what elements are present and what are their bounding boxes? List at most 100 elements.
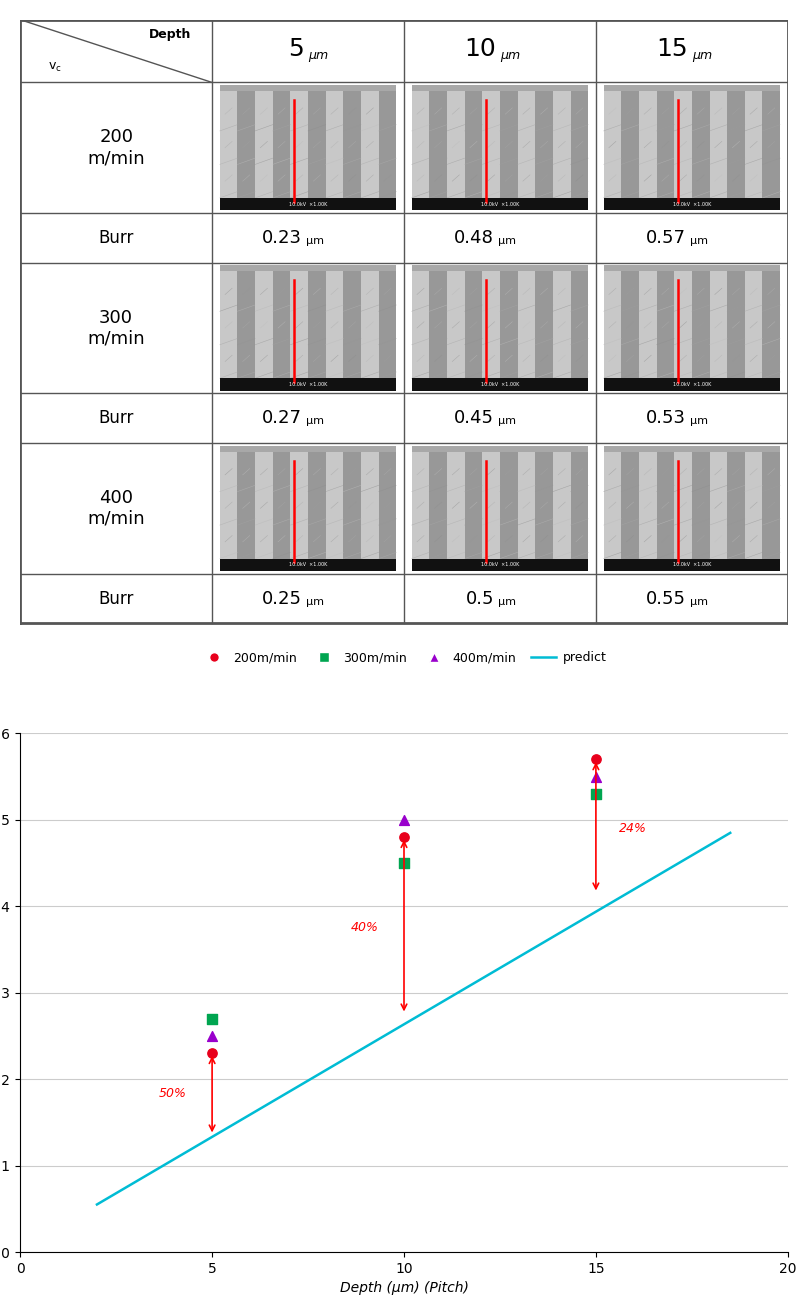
Bar [220,198,396,211]
Bar [447,92,465,201]
Bar [411,271,429,380]
Bar [604,265,781,391]
Bar [220,92,238,201]
Bar [308,271,326,380]
Text: Burr: Burr [99,229,134,246]
Bar [220,558,396,572]
Bar [429,271,447,380]
Text: μm: μm [690,597,708,607]
Bar [343,452,361,561]
Text: 0.57: 0.57 [646,229,686,246]
Bar [604,452,621,561]
Bar [290,92,308,201]
Bar [639,271,657,380]
Bar [465,92,482,201]
Text: μm: μm [306,597,324,607]
Bar [361,452,379,561]
Text: 0.23: 0.23 [263,229,302,246]
Bar [482,92,500,201]
Bar [255,92,273,201]
Text: 10.0kV  ×1.00K: 10.0kV ×1.00K [289,562,327,568]
Text: 400
m/min: 400 m/min [87,489,145,528]
Text: μm: μm [500,50,520,63]
Text: μm: μm [498,236,516,246]
Text: 200
m/min: 200 m/min [87,128,145,166]
Bar [535,452,553,561]
Bar [709,92,727,201]
Text: 0.48: 0.48 [454,229,494,246]
Bar [518,271,535,380]
Text: 0.55: 0.55 [646,590,686,607]
Bar [482,271,500,380]
Bar [465,271,482,380]
Bar [535,271,553,380]
Bar [411,446,588,572]
Bar [482,452,500,561]
Text: 0.27: 0.27 [263,409,302,427]
Bar [604,92,621,201]
Bar [465,452,482,561]
Bar [411,265,588,391]
Point [589,766,602,787]
Bar [411,85,588,211]
Point [205,1042,218,1063]
Bar [604,379,781,391]
Bar [411,198,588,211]
Bar [343,92,361,201]
Bar [657,452,674,561]
Bar [657,92,674,201]
Bar [763,452,780,561]
Text: 10.0kV  ×1.00K: 10.0kV ×1.00K [481,382,519,387]
Bar [553,452,570,561]
Bar [763,92,780,201]
Bar [220,379,396,391]
Bar [290,452,308,561]
Bar [692,271,709,380]
Point [398,809,410,830]
Bar [621,92,639,201]
Bar [745,271,763,380]
Bar [727,271,745,380]
Text: $\mathregular{v_c}$: $\mathregular{v_c}$ [48,62,61,75]
Bar [692,92,709,201]
Bar [639,452,657,561]
Bar [727,92,745,201]
Text: Depth: Depth [149,28,191,41]
Bar [604,198,781,211]
Bar [604,446,781,572]
Point [398,827,410,848]
Legend: 200m/min, 300m/min, 400m/min, predict: 200m/min, 300m/min, 400m/min, predict [196,646,612,670]
Bar [604,85,781,211]
Bar [447,271,465,380]
Bar [326,452,343,561]
Text: μm: μm [692,50,712,63]
Text: μm: μm [498,597,516,607]
Bar [411,558,588,572]
Bar [570,271,588,380]
Bar [763,271,780,380]
Bar [326,92,343,201]
Text: 24%: 24% [619,822,646,835]
Bar [745,452,763,561]
Bar [238,271,255,380]
Bar [220,85,396,211]
Bar [674,452,692,561]
Text: 0.45: 0.45 [454,409,494,427]
Bar [500,452,518,561]
Bar [220,446,396,572]
Text: 10.0kV  ×1.00K: 10.0kV ×1.00K [289,382,327,387]
Bar [570,92,588,201]
Bar [518,452,535,561]
Bar [255,271,273,380]
Bar [674,92,692,201]
Point [205,1008,218,1029]
Text: 10.0kV  ×1.00K: 10.0kV ×1.00K [289,202,327,207]
Point [205,1025,218,1046]
Text: μm: μm [306,236,324,246]
Bar [238,452,255,561]
Bar [308,452,326,561]
Bar [535,92,553,201]
Text: μm: μm [690,236,708,246]
Bar [220,452,238,561]
Text: 40%: 40% [350,922,378,935]
